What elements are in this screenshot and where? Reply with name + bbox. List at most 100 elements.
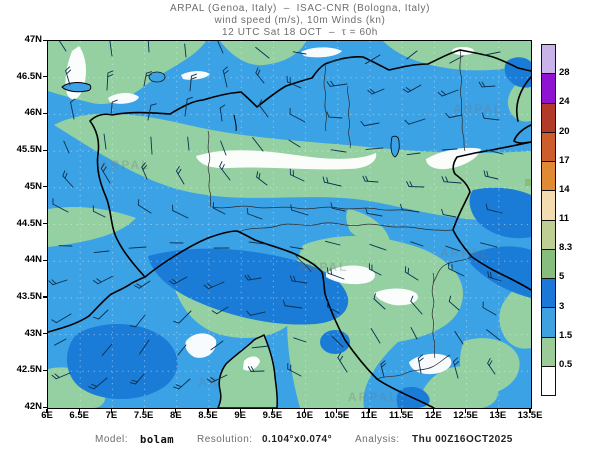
model-label: Model: [95,434,129,445]
x-tick-mark [529,408,531,413]
svg-text:ARPAL: ARPAL [298,260,348,274]
y-tick-mark [43,39,47,41]
colorbar-segment [542,307,555,337]
model-value: bolam [140,434,175,446]
x-tick-label: 11E [360,410,378,421]
x-tick-mark [78,408,80,413]
y-tick-mark [43,186,47,188]
resolution-value: 0.104°x0.074° [262,434,333,445]
y-tick-mark [43,112,47,115]
y-tick-label: 46.5N [16,70,42,82]
x-tick-mark [46,408,48,413]
x-tick-label: 7.5E [133,410,154,421]
colorbar-segment [542,219,555,249]
y-tick-label: 46N [24,107,42,119]
corsica-calm-patch [243,356,260,371]
analysis-value: Thu 00Z16OCT2025 [412,434,513,445]
x-tick-mark [465,408,467,413]
x-tick-label: 7E [105,410,118,421]
x-tick-mark [110,408,112,413]
colorbar-segment [542,336,555,366]
colorbar-boundary-label: 28 [559,67,570,79]
x-tick-mark [336,408,338,413]
y-tick-label: 44.5N [16,217,42,229]
y-tick-label: 43.5N [16,290,42,302]
svg-text:ARPAL: ARPAL [440,246,490,260]
x-tick-label: 6.5E [69,410,89,421]
colorbar-boundary-label: 1.5 [559,329,573,341]
x-tick-label: 9E [234,410,246,421]
y-tick-mark [43,369,47,371]
colorbar-boundary-label: 20 [559,125,570,137]
colorbar-boundary-label: 14 [559,183,570,195]
colorbar-segment [542,278,555,308]
colorbar-segment [542,190,555,220]
colorbar-segment [542,365,555,395]
colorbar-boundary-label: 11 [559,213,570,224]
coastlines-borders [48,49,531,408]
x-tick-label: 8E [169,410,182,421]
x-tick-label: 13E [489,410,507,421]
x-tick-label: 12E [424,410,442,421]
colorbar-boundary-label: 8.3 [559,242,573,254]
x-tick-mark [143,408,145,413]
colorbar-segment [542,73,555,103]
x-tick-mark [432,408,434,413]
svg-text:ARPAL: ARPAL [453,102,503,116]
corsica-island [217,333,278,408]
y-tick-mark [43,76,47,78]
colorbar-boundary-label: 3 [559,300,565,312]
colorbar-segment [542,161,555,191]
y-tick-label: 44N [24,254,42,266]
svg-text:ARPAL: ARPAL [100,158,150,172]
colorbar-segment [542,131,555,161]
regional-boundaries [207,49,472,380]
x-tick-label: 12.5E [453,410,478,421]
x-tick-label: 8.5E [198,410,218,421]
x-tick-mark [304,408,306,413]
x-tick-mark [271,408,273,413]
alpine-lakes [61,71,400,158]
map-canvas: ARPAL ARPAL ARPAL ARPAL ARPAL ARPAL [48,41,531,408]
y-tick-label: 45N [24,180,42,192]
y-tick-mark [43,296,47,298]
y-tick-mark [43,333,47,335]
x-tick-mark [239,408,241,413]
chart-title-line2: wind speed (m/s), 10m Winds (kn) [214,15,386,26]
colorbar-segment [542,45,555,74]
moderate-wind-speck [525,179,531,186]
wind-speed-map: ARPAL ARPAL ARPAL ARPAL ARPAL ARPAL [47,40,532,409]
x-tick-mark [207,408,209,413]
x-tick-mark [400,408,402,413]
y-tick-mark [43,223,47,225]
colorbar-boundary-label: 24 [559,96,570,108]
colorbar-boundary-label: 5 [559,271,565,283]
y-tick-mark [43,259,47,261]
x-tick-label: 10E [296,410,314,421]
y-tick-label: 45.5N [16,144,42,156]
x-tick-mark [175,408,177,413]
x-tick-label: 6E [41,410,53,421]
x-tick-label: 10.5E [324,410,350,421]
y-tick-mark [43,406,47,408]
calm-white-patches [65,46,481,375]
y-tick-mark [43,149,47,151]
colorbar-boundary-label: 17 [559,154,570,166]
colorbar-boundary-label: 0.5 [559,358,573,370]
chart-title-line3: 12 UTC Sat 18 OCT – τ = 60h [222,27,378,38]
wind-barbs-layer [48,41,504,390]
y-tick-label: 47N [24,34,42,45]
chart-title-line1: ARPAL (Genoa, Italy) – ISAC-CNR (Bologna… [169,3,431,14]
wind-speed-colorbar [541,44,556,396]
x-tick-label: 13.5E [517,410,543,421]
y-tick-label: 43N [24,327,42,339]
y-tick-label: 42.5N [16,364,42,376]
x-tick-label: 11.5E [389,410,414,421]
colorbar-segment [542,248,555,278]
y-tick-label: 42N [24,401,42,412]
high-wind-blue-patches [66,57,531,408]
colorbar-segment [542,102,555,132]
svg-text:ARPAL: ARPAL [348,390,398,404]
resolution-label: Resolution: [197,434,253,445]
x-tick-label: 9.5E [262,410,283,421]
